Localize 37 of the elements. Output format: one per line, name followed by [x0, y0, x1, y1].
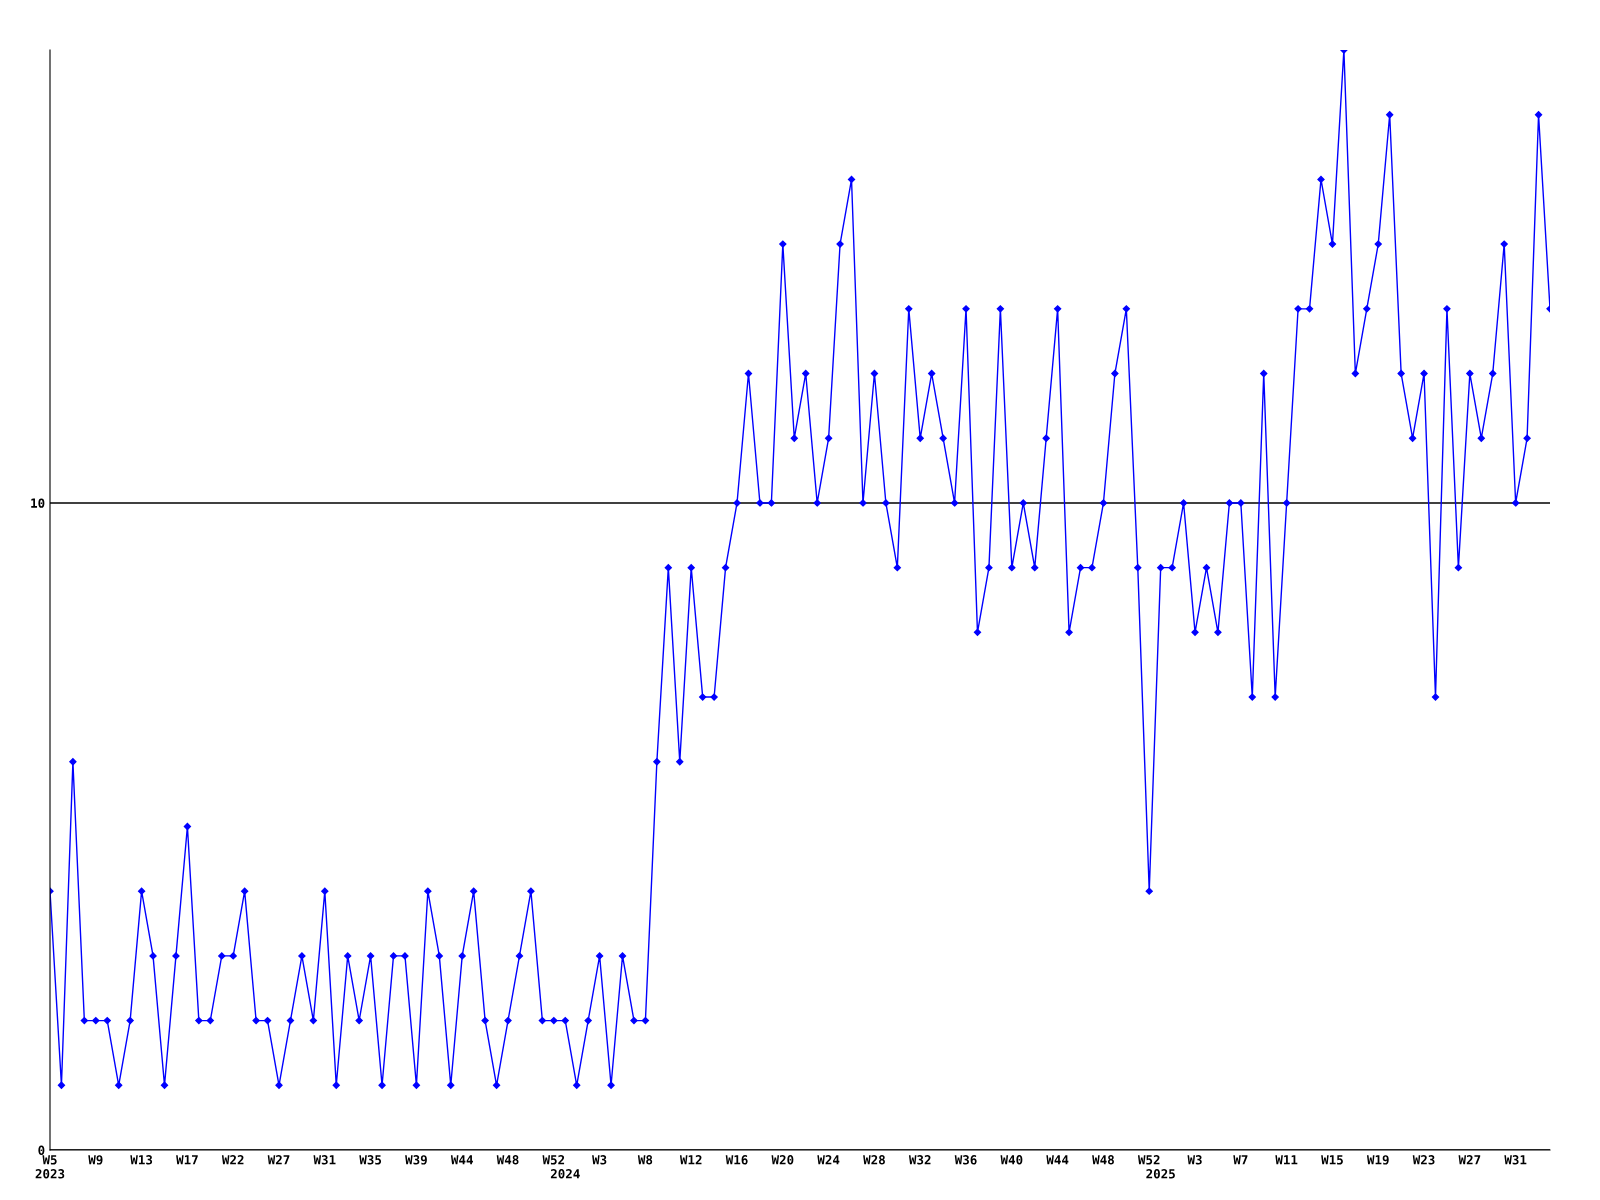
x-tick-label: W23	[1412, 1155, 1435, 1165]
x-tick-label: W27	[267, 1155, 290, 1165]
x-tick-label: W52	[542, 1155, 565, 1165]
x-tick-label: 2025	[1146, 1169, 1175, 1179]
x-tick-label: W48	[496, 1155, 519, 1165]
x-tick-label: W3	[592, 1155, 607, 1165]
x-tick-label: W5 2023	[35, 1155, 65, 1179]
x-tick-label: W11	[1275, 1155, 1298, 1165]
x-tick-label: W31	[1504, 1155, 1527, 1165]
x-tick-label: W13	[130, 1155, 153, 1165]
x-tick-label: W31	[313, 1155, 336, 1165]
x-tick-label: 2024	[550, 1169, 580, 1179]
x-tick-label: W52	[1137, 1155, 1160, 1165]
x-tick-label: W15	[1321, 1155, 1343, 1165]
x-tick-label: W48	[1092, 1155, 1114, 1165]
x-tick-label: W22	[221, 1155, 244, 1165]
x-tick-label: W17	[176, 1155, 198, 1165]
x-tick-label: W36	[954, 1155, 977, 1165]
y-tick-label: 0	[38, 1145, 45, 1155]
x-tick-label: W35	[359, 1155, 382, 1165]
x-tick-label: W32	[908, 1155, 931, 1165]
x-tick-label: W3	[1187, 1155, 1202, 1165]
x-tick-label: W24	[817, 1155, 840, 1165]
x-tick-label: W16	[725, 1155, 748, 1165]
x-tick-label: W44	[1046, 1155, 1069, 1165]
x-tick-label: W27	[1458, 1155, 1481, 1165]
x-tick-label: W7	[1233, 1155, 1248, 1165]
x-tick-label: W20	[771, 1155, 794, 1165]
x-tick-label: W44	[450, 1155, 473, 1165]
y-tick-label: 10	[31, 498, 45, 508]
x-tick-label: W8	[637, 1155, 653, 1165]
x-tick-label: W39	[405, 1155, 427, 1165]
x-tick-label: W12	[679, 1155, 702, 1165]
x-tick-label: W28	[863, 1155, 885, 1165]
x-tick-label: W40	[1000, 1155, 1023, 1165]
x-tick-label: W9	[88, 1155, 103, 1165]
x-tick-label: W19	[1366, 1155, 1389, 1165]
